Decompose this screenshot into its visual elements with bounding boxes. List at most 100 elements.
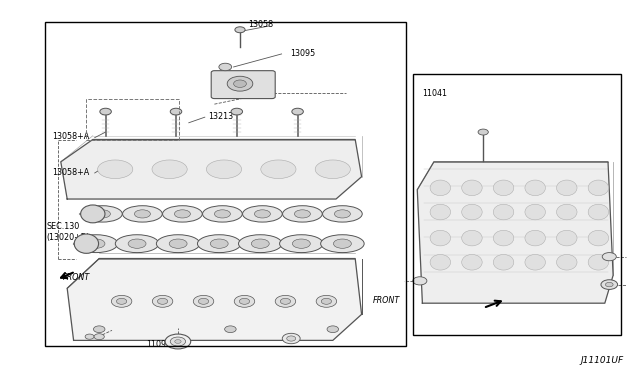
Ellipse shape (255, 210, 271, 218)
Text: 11041: 11041 (422, 89, 447, 98)
Circle shape (602, 253, 616, 261)
Circle shape (287, 336, 296, 341)
Ellipse shape (214, 210, 230, 218)
Ellipse shape (74, 235, 118, 253)
Circle shape (152, 295, 173, 307)
Circle shape (321, 298, 332, 304)
Text: 13058+A: 13058+A (52, 132, 90, 141)
Ellipse shape (95, 210, 111, 218)
Circle shape (282, 333, 300, 344)
Circle shape (280, 298, 291, 304)
Circle shape (175, 340, 181, 343)
Polygon shape (67, 259, 362, 340)
Ellipse shape (333, 239, 351, 248)
Polygon shape (417, 162, 613, 303)
Ellipse shape (115, 235, 159, 253)
Circle shape (292, 108, 303, 115)
Circle shape (605, 282, 613, 287)
Ellipse shape (123, 206, 163, 222)
Bar (86, 99, 179, 140)
Ellipse shape (493, 180, 514, 196)
Circle shape (231, 108, 243, 115)
Ellipse shape (461, 180, 482, 196)
Ellipse shape (588, 254, 609, 270)
Text: 11099: 11099 (146, 340, 171, 349)
Ellipse shape (206, 160, 242, 179)
Ellipse shape (588, 204, 609, 220)
Ellipse shape (588, 180, 609, 196)
Circle shape (478, 129, 488, 135)
Ellipse shape (292, 239, 310, 248)
Text: SEC.130: SEC.130 (47, 222, 80, 231)
Ellipse shape (283, 206, 323, 222)
Ellipse shape (557, 204, 577, 220)
Ellipse shape (461, 204, 482, 220)
Ellipse shape (335, 210, 351, 218)
Circle shape (234, 80, 246, 87)
Ellipse shape (315, 160, 351, 179)
Ellipse shape (203, 206, 243, 222)
Text: 13095: 13095 (290, 49, 315, 58)
Ellipse shape (198, 235, 241, 253)
Circle shape (165, 334, 191, 349)
Circle shape (93, 326, 105, 333)
Circle shape (170, 108, 182, 115)
Ellipse shape (294, 210, 310, 218)
Polygon shape (61, 140, 362, 199)
Circle shape (234, 295, 255, 307)
Ellipse shape (134, 210, 150, 218)
Circle shape (327, 326, 339, 333)
Circle shape (116, 298, 127, 304)
FancyBboxPatch shape (211, 71, 275, 99)
Text: 13213: 13213 (208, 112, 233, 121)
Text: J11101UF: J11101UF (581, 356, 624, 365)
Bar (413, 74, 621, 335)
Circle shape (100, 108, 111, 115)
Circle shape (413, 277, 427, 285)
Ellipse shape (243, 206, 282, 222)
Circle shape (275, 295, 296, 307)
Text: FRONT: FRONT (373, 296, 401, 305)
Ellipse shape (557, 230, 577, 246)
Ellipse shape (280, 235, 323, 253)
Ellipse shape (461, 230, 482, 246)
Circle shape (601, 280, 618, 289)
Ellipse shape (557, 254, 577, 270)
Ellipse shape (163, 206, 202, 222)
Ellipse shape (430, 230, 451, 246)
Ellipse shape (152, 160, 188, 179)
Ellipse shape (430, 254, 451, 270)
Ellipse shape (493, 230, 514, 246)
Circle shape (157, 298, 168, 304)
Circle shape (239, 298, 250, 304)
Circle shape (235, 27, 245, 33)
Ellipse shape (128, 239, 146, 248)
Ellipse shape (210, 239, 228, 248)
Circle shape (111, 295, 132, 307)
Ellipse shape (588, 230, 609, 246)
Ellipse shape (97, 160, 133, 179)
Circle shape (193, 295, 214, 307)
Ellipse shape (430, 180, 451, 196)
Ellipse shape (525, 230, 545, 246)
Ellipse shape (323, 206, 362, 222)
Ellipse shape (156, 235, 200, 253)
Ellipse shape (557, 180, 577, 196)
Ellipse shape (525, 254, 545, 270)
Circle shape (94, 334, 104, 340)
Ellipse shape (261, 160, 296, 179)
Ellipse shape (252, 239, 269, 248)
Ellipse shape (525, 204, 545, 220)
Circle shape (316, 295, 337, 307)
Ellipse shape (74, 234, 99, 253)
Ellipse shape (169, 239, 187, 248)
Ellipse shape (87, 239, 105, 248)
Ellipse shape (461, 254, 482, 270)
Text: FRONT: FRONT (63, 273, 90, 282)
Ellipse shape (493, 254, 514, 270)
Ellipse shape (321, 235, 364, 253)
Text: 13058+A: 13058+A (52, 168, 90, 177)
Circle shape (85, 334, 94, 339)
Ellipse shape (430, 204, 451, 220)
Circle shape (170, 337, 186, 346)
